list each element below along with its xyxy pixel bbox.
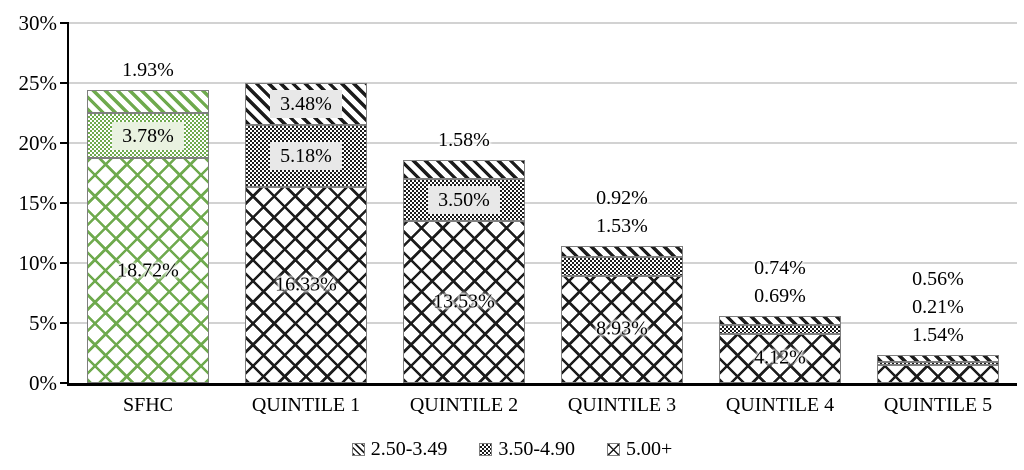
- y-axis-tick: [60, 202, 67, 204]
- y-axis-tick: [60, 382, 67, 384]
- y-axis-tick: [60, 262, 67, 264]
- bar-segment: 4.12%: [719, 333, 841, 383]
- legend-swatch-diagonal-stripes-icon: [351, 443, 365, 456]
- x-axis-label: SFHC: [122, 394, 174, 416]
- bar-segment-label: 13.53%: [433, 290, 495, 313]
- gridline: [69, 82, 1017, 84]
- y-axis-tick-label: 0%: [29, 371, 57, 395]
- y-axis-tick-label: 20%: [18, 131, 58, 155]
- bar-segment: 16.33%: [245, 187, 367, 383]
- gridline: [69, 142, 1017, 144]
- bar-segment: [877, 364, 999, 383]
- gridline: [69, 262, 1017, 264]
- outside-labels: 1.93%: [87, 56, 209, 84]
- outside-data-label: 0.56%: [912, 268, 964, 291]
- y-axis-tick: [60, 142, 67, 144]
- gridline: [69, 202, 1017, 204]
- bar-segment-label: 16.33%: [275, 273, 337, 296]
- legend-label: 2.50-3.49: [370, 438, 448, 460]
- bar-segment: [403, 159, 525, 179]
- bar-segment: 13.53%: [403, 220, 525, 383]
- bar-segment-label: 5.18%: [270, 141, 342, 170]
- bar-segment: 8.93%: [561, 275, 683, 383]
- bar-segment: [561, 246, 683, 258]
- legend-item: 2.50-3.49: [351, 438, 448, 461]
- legend-swatch-checkerboard-icon: [479, 443, 493, 456]
- x-axis-label: QUINTILE 1: [251, 394, 361, 416]
- y-axis-tick-label: 10%: [18, 251, 58, 275]
- bar-segment: [877, 362, 999, 365]
- outside-data-label: 0.21%: [912, 296, 964, 319]
- bar-segment-label: 3.78%: [112, 121, 184, 150]
- gridline: [69, 322, 1017, 324]
- legend-label: 3.50-4.90: [498, 438, 576, 460]
- outside-data-label: 0.74%: [754, 257, 806, 280]
- outside-data-label: 0.69%: [754, 285, 806, 308]
- outside-data-label: 1.54%: [912, 324, 964, 347]
- x-axis-label: QUINTILE 4: [725, 394, 835, 416]
- bar-segment: 5.18%: [245, 124, 367, 188]
- legend-item: 5.00+: [607, 438, 672, 461]
- bar-segment-label: 4.12%: [754, 346, 806, 369]
- legend-item: 3.50-4.90: [479, 438, 575, 461]
- outside-labels: 0.92% 1.53%: [561, 184, 683, 240]
- legend-swatch-crosshatch-icon: [607, 443, 621, 456]
- legend-label: 5.00+: [626, 438, 673, 460]
- x-axis-label: QUINTILE 2: [409, 394, 519, 416]
- y-axis-tick: [60, 322, 67, 324]
- y-axis-tick-label: 15%: [18, 191, 58, 215]
- bar-segment: [877, 355, 999, 362]
- bar-segment: 3.78%: [87, 113, 209, 159]
- chart-legend: 2.50-3.49 3.50-4.90 5.00+: [0, 438, 1024, 461]
- x-axis-line: [67, 383, 1017, 386]
- bar-segment: [719, 316, 841, 326]
- y-axis-line: [67, 22, 69, 385]
- outside-labels: 1.58%: [403, 126, 525, 154]
- bar-segment-label: 3.50%: [428, 185, 500, 214]
- outside-labels: 0.74% 0.69%: [719, 254, 841, 310]
- bar-segment-label: 18.72%: [117, 259, 179, 282]
- x-axis-label: QUINTILE 5: [883, 394, 993, 416]
- y-axis-tick: [60, 22, 67, 24]
- bar-segment: 3.48%: [245, 83, 367, 125]
- bar-segment-label: 8.93%: [596, 317, 648, 340]
- outside-data-label: 1.53%: [596, 215, 648, 238]
- bar-segment-label: 3.48%: [270, 90, 342, 119]
- y-axis-tick: [60, 82, 67, 84]
- bar-segment: [87, 89, 209, 113]
- y-axis-tick-label: 5%: [29, 311, 57, 335]
- outside-data-label: 0.92%: [596, 187, 648, 210]
- outside-labels: 0.56% 0.21% 1.54%: [877, 265, 999, 349]
- bar-segment: [719, 325, 841, 334]
- y-axis-tick-label: 25%: [18, 71, 58, 95]
- y-axis-tick-label: 30%: [18, 11, 58, 35]
- x-axis-label: QUINTILE 3: [567, 394, 677, 416]
- bar-segment: 18.72%: [87, 158, 209, 383]
- outside-data-label: 1.93%: [122, 58, 174, 81]
- gridline: [69, 22, 1017, 24]
- bar-segment: 3.50%: [403, 178, 525, 221]
- outside-data-label: 1.58%: [438, 128, 490, 151]
- bar-segment: [561, 257, 683, 276]
